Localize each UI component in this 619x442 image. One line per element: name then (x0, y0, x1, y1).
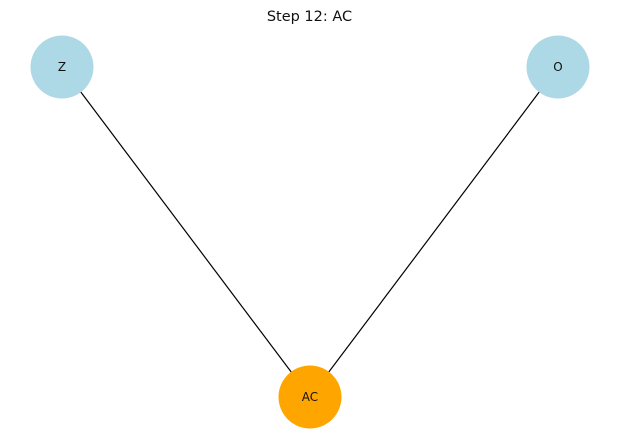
node-o: O (526, 35, 590, 99)
node-o-label: O (553, 60, 562, 74)
node-z-circle (30, 35, 94, 99)
edges-layer (61, 66, 559, 398)
node-ac-label: AC (302, 390, 318, 404)
node-z: Z (30, 35, 94, 99)
node-z-label: Z (58, 60, 66, 74)
edge-z-ac (61, 66, 311, 398)
diagram-title: Step 12: AC (266, 9, 353, 25)
node-ac: AC (278, 365, 342, 429)
edge-o-ac (309, 66, 559, 398)
node-ac-circle (278, 365, 342, 429)
nodes-layer: Z O AC (30, 35, 590, 429)
node-o-circle (526, 35, 590, 99)
